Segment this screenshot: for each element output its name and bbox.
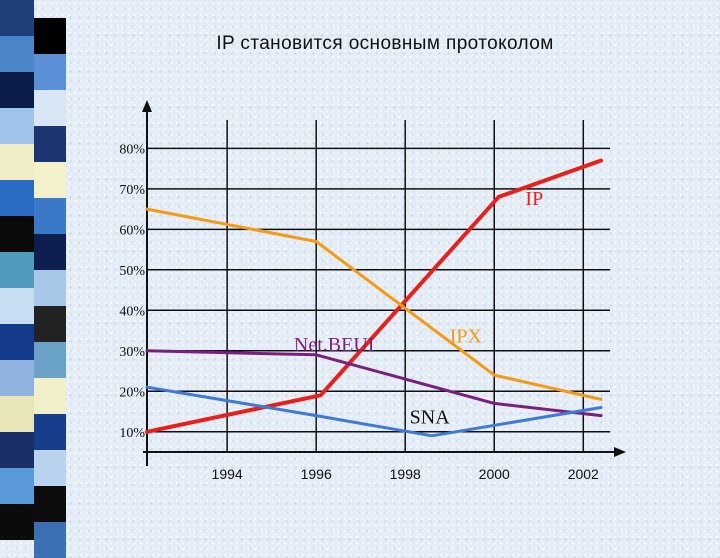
decorative-block — [0, 252, 34, 288]
chart-title: IP становится основным протоколом — [216, 33, 554, 54]
y-tick-label: 70% — [119, 183, 145, 198]
x-tick-label: 1994 — [212, 466, 243, 482]
decorative-block — [34, 18, 66, 54]
decorative-block — [0, 288, 34, 324]
y-tick-label: 10% — [119, 426, 145, 441]
x-tick-label: 2000 — [479, 466, 510, 482]
decorative-block — [0, 72, 34, 108]
grid — [147, 120, 610, 452]
y-tick-label: 30% — [119, 345, 145, 360]
decorative-block — [34, 342, 66, 378]
decorative-block — [0, 324, 34, 360]
y-tick-label: 60% — [119, 223, 145, 238]
decorative-block — [34, 270, 66, 306]
series-label-ip: IP — [525, 188, 543, 210]
x-tick-label: 2002 — [568, 466, 599, 482]
decorative-block — [0, 180, 34, 216]
decorative-block — [34, 414, 66, 450]
decorative-block — [34, 162, 66, 198]
series-line-ipx — [145, 207, 603, 401]
decorative-block — [0, 0, 34, 36]
decorative-block — [34, 234, 66, 270]
y-tick-label: 20% — [119, 385, 145, 400]
decorative-block — [0, 504, 34, 540]
y-tick-label: 50% — [119, 264, 145, 279]
decorative-block — [0, 468, 34, 504]
decorative-block — [34, 306, 66, 342]
axes — [142, 100, 626, 466]
decorative-block — [34, 486, 66, 522]
decorative-block — [34, 450, 66, 486]
series-label-sna: SNA — [410, 407, 451, 429]
decorative-block — [34, 378, 66, 414]
decorative-block — [34, 198, 66, 234]
decorative-block — [34, 90, 66, 126]
decorative-block — [0, 216, 34, 252]
series-labels: IP IPX Net.BEUI SNA — [294, 188, 543, 429]
decorative-block — [0, 360, 34, 396]
x-axis-arrow — [614, 447, 626, 457]
series-line-sna — [145, 385, 603, 438]
decorative-block — [34, 54, 66, 90]
tick-labels: 10% 20% 30% 40% 50% 60% 70% 80% 1994 1996 1998 2000… — [119, 142, 599, 482]
series-label-ipx: IPX — [450, 326, 483, 348]
line-chart: 10% 20% 30% 40% 50% 60% 70% 80% 1994 1996 1998 2000… — [119, 100, 626, 482]
decorative-block — [0, 432, 34, 468]
decorative-block — [0, 144, 34, 180]
x-tick-label: 1998 — [390, 466, 421, 482]
series-label-netbeui: Net.BEUI — [294, 334, 375, 356]
decorative-strip — [0, 0, 70, 558]
y-axis-arrow — [142, 100, 152, 112]
series-lines — [145, 158, 604, 438]
decorative-block — [0, 36, 34, 72]
decorative-block — [0, 396, 34, 432]
y-tick-label: 40% — [119, 304, 145, 319]
decorative-block — [34, 126, 66, 162]
decorative-block — [0, 108, 34, 144]
y-tick-label: 80% — [119, 142, 145, 157]
series-line-ip — [145, 158, 604, 434]
series-line-netbeui — [145, 349, 603, 418]
x-tick-label: 1996 — [301, 466, 332, 482]
